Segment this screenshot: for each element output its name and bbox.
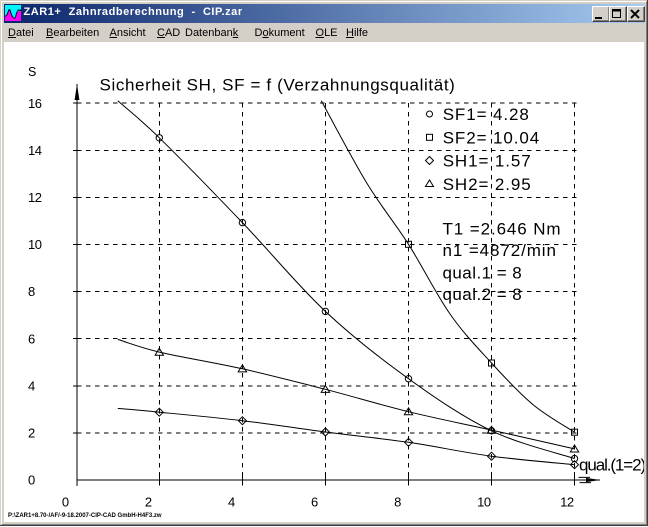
svg-text:10: 10: [477, 495, 491, 510]
svg-text:4: 4: [28, 378, 35, 393]
svg-text:n1 =4872/min: n1 =4872/min: [443, 241, 557, 260]
svg-text:T1 =2.646 Nm: T1 =2.646 Nm: [443, 220, 562, 239]
svg-text:12: 12: [560, 495, 574, 510]
svg-text:SF2= 10.04: SF2= 10.04: [443, 129, 540, 148]
svg-text:0: 0: [28, 473, 35, 488]
svg-text:10: 10: [28, 237, 42, 252]
svg-text:6: 6: [311, 495, 318, 510]
svg-text:4: 4: [228, 495, 235, 510]
svg-text:SF1= 4.28: SF1= 4.28: [443, 105, 530, 124]
svg-text:qual.2 = 8: qual.2 = 8: [443, 285, 523, 304]
svg-text:qual.(1=2): qual.(1=2): [579, 455, 644, 474]
svg-text:8: 8: [28, 284, 35, 299]
svg-text:SH2= 2.95: SH2= 2.95: [443, 175, 532, 194]
svg-text:6: 6: [28, 331, 35, 346]
svg-text:0: 0: [62, 495, 69, 510]
svg-text:Sicherheit SH, SF = f (Verza: Sicherheit SH, SF = f (Verzahnungsqualit…: [100, 76, 456, 95]
svg-text:14: 14: [28, 143, 42, 158]
svg-text:qual.1 = 8: qual.1 = 8: [443, 264, 523, 283]
svg-text:2: 2: [28, 426, 35, 441]
svg-text:SH1= 1.57: SH1= 1.57: [443, 152, 532, 171]
svg-text:12: 12: [28, 190, 42, 205]
svg-text:S: S: [28, 65, 36, 79]
svg-text:2: 2: [145, 495, 152, 510]
svg-text:8: 8: [394, 495, 401, 510]
svg-text:16: 16: [28, 96, 42, 111]
